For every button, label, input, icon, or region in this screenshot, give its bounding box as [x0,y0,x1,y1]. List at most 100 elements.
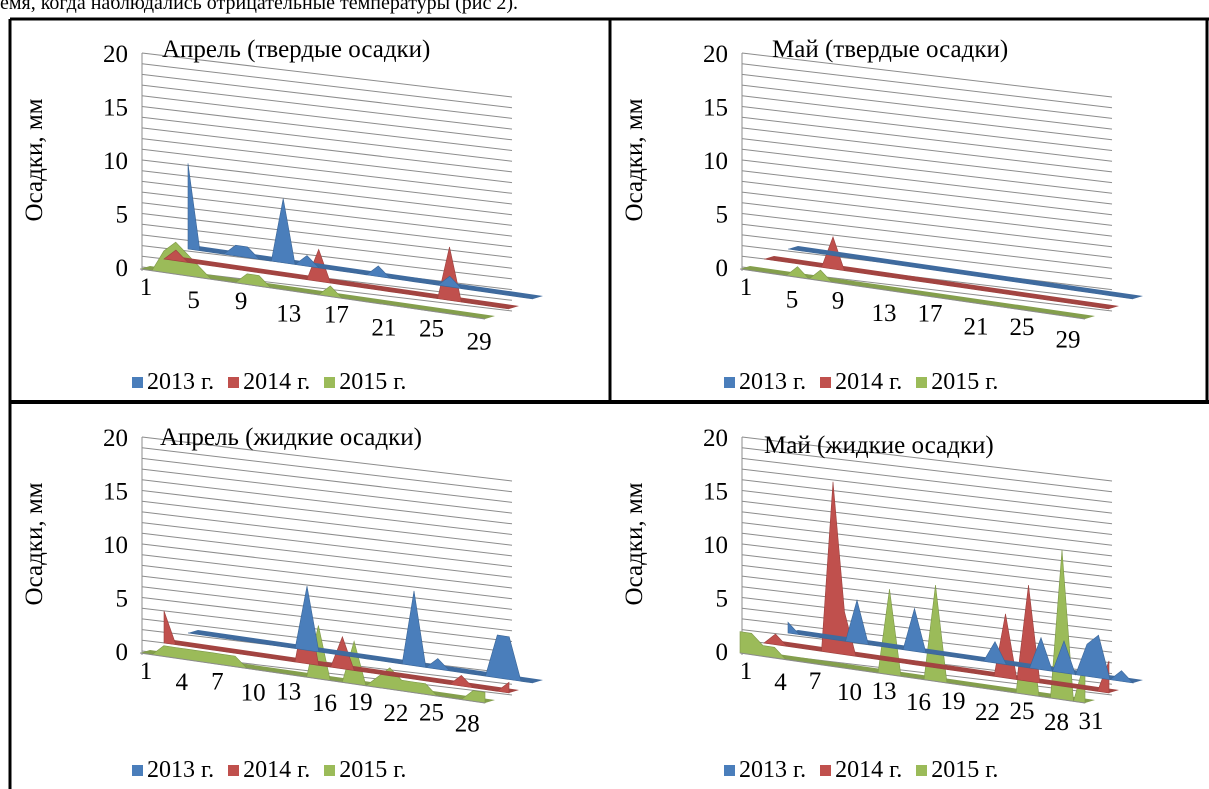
legend-label: 2013 г. [739,757,807,783]
gridline [741,170,1113,216]
gridline [741,554,1113,600]
gridline [141,564,513,610]
gridline [741,116,1113,162]
chart-panel-may-liquid: 0 5 10 15 20 Осадки, мм Май (жидкие осадки) 1 4 7… [612,405,1209,789]
y-tick-label: 10 [703,532,728,559]
gridline [141,191,513,237]
chart-legend: 2013 г. 2014 г. 2015 г. [132,757,406,784]
series-ribbon-2013 [188,630,543,683]
legend-item-2014: 2014 г. [228,369,310,396]
x-tick-label: 29 [467,328,492,355]
legend-item-2015: 2015 г. [916,369,998,396]
chart-title: Май (твердые осадки) [772,36,1008,63]
gridline [741,191,1113,237]
gridline [141,63,513,109]
gridline [141,170,513,216]
x-tick-label: 29 [1056,327,1081,354]
x-tick-label: 4 [175,669,188,696]
chart-legend: 2013 г. 2014 г. 2015 г. [724,369,998,396]
y-tick-label: 0 [716,255,729,282]
y-tick-label: 10 [703,148,728,175]
gridline [141,607,513,653]
series-area-2013 [187,163,534,300]
series-area-2014 [163,599,510,694]
legend-item-2014: 2014 г. [228,757,310,784]
y-axis-label: Осадки, мм [21,482,48,605]
x-tick-label: 28 [1044,709,1069,736]
legend-label: 2013 г. [147,369,215,395]
gridline [741,159,1113,205]
gridline [141,106,513,151]
legend-label: 2014 г. [835,757,903,783]
gridline [741,202,1113,248]
legend-label: 2015 г. [339,369,407,395]
legend-label: 2014 г. [243,369,311,395]
chart-title: Апрель (жидкие осадки) [160,424,422,451]
x-tick-label: 10 [241,680,266,707]
y-axis-label: Осадки, мм [621,482,648,605]
x-tick-label: 17 [324,302,349,329]
gridline [741,479,1113,525]
gridline [741,127,1113,173]
legend-swatch [820,377,832,388]
gridline [741,618,1113,664]
chart-legend: 2013 г. 2014 г. 2015 г. [132,369,406,396]
series-ribbon-2014 [164,256,519,309]
legend-item-2015: 2015 г. [916,757,998,784]
series-ribbon-2015 [140,266,495,319]
y-tick-label: 0 [716,639,729,666]
gridline [741,500,1113,546]
gridline [141,73,513,119]
x-tick-label: 16 [906,689,931,716]
gridline [141,148,513,194]
y-tick-label: 20 [703,425,728,452]
gridline [741,597,1113,642]
x-tick-label: 10 [837,679,862,706]
chart-svg: 0 5 10 15 20 Осадки, мм Апрель (жидкие осадки)… [21,424,543,738]
series-ribbon-2015 [740,650,1095,703]
chart-panel-april-solid: 0 5 10 15 20 Осадки, мм Апрель (твердые осадки… [12,21,609,401]
legend-swatch [324,377,336,388]
legend-label: 2014 г. [835,369,903,395]
gridline [741,490,1113,535]
legend-label: 2015 г. [931,369,999,395]
gridline [741,180,1113,226]
gridline [741,95,1113,141]
x-tick-label: 5 [187,287,200,314]
x-axis-line [739,652,1086,704]
legend-item-2013: 2013 г. [132,757,214,784]
gridline [741,63,1113,109]
legend-swatch [916,765,928,776]
legend-item-2013: 2013 г. [724,757,806,784]
chart-panel-april-liquid: 0 5 10 15 20 Осадки, мм Апрель (жидкие осадки)… [12,405,609,789]
chart-panel-may-solid: 0 5 10 15 20 Осадки, мм Май (твердые осадки) 1 5… [612,21,1206,401]
gridline [141,543,513,589]
legend-label: 2013 г. [147,757,215,783]
gridline [141,490,513,535]
x-tick-label: 22 [383,700,408,727]
y-tick-label: 10 [103,532,128,559]
legend-swatch [132,765,143,776]
legend-swatch [132,377,143,388]
x-tick-label: 17 [918,301,943,328]
gridline [141,127,513,173]
x-tick-label: 21 [371,314,396,341]
x-tick-label: 25 [419,699,444,726]
series-ribbon-2014 [764,256,1119,309]
gridline [141,532,513,578]
gridline [141,554,513,600]
x-tick-label: 1 [140,274,153,301]
gridline [741,457,1113,503]
y-tick-label: 5 [116,586,129,613]
x-tick-label: 25 [1010,314,1035,341]
x-tick-label: 4 [774,669,787,696]
chart-title: Май (жидкие осадки) [764,432,994,459]
series-area-2014 [163,246,510,310]
x-tick-label: 9 [832,287,845,314]
legend-item-2015: 2015 г. [324,757,406,784]
gridline [141,500,513,546]
y-tick-label: 15 [703,479,728,506]
y-tick-label: 5 [716,202,729,229]
x-tick-label: 28 [455,711,480,738]
